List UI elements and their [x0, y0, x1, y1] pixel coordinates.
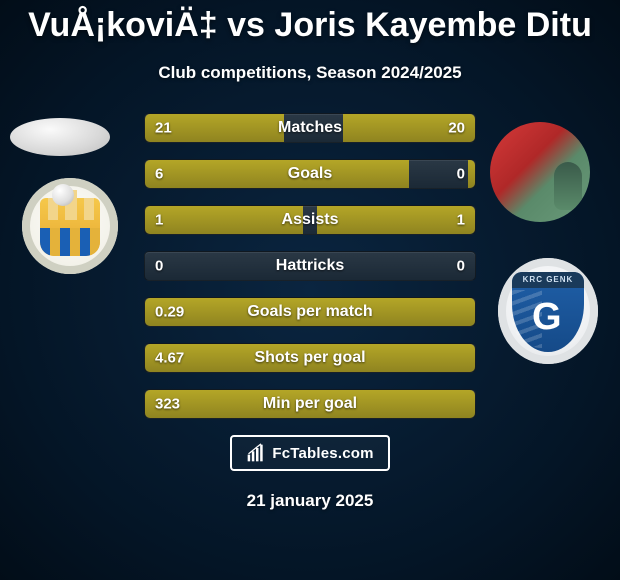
page-subtitle: Club competitions, Season 2024/2025 — [0, 63, 620, 83]
page-title: VuÅ¡koviÄ‡ vs Joris Kayembe Ditu — [0, 0, 620, 45]
stat-value-left: 323 — [155, 396, 180, 413]
stat-value-left: 0 — [155, 258, 163, 275]
stat-value-right: 0 — [457, 166, 465, 183]
stat-label: Assists — [282, 211, 339, 229]
stat-value-right: 0 — [457, 258, 465, 275]
stat-row: 323 Min per goal — [144, 389, 476, 419]
stat-value-left: 4.67 — [155, 350, 184, 367]
stat-row: 0 0 Hattricks — [144, 251, 476, 281]
stat-value-right: 1 — [457, 212, 465, 229]
stat-label: Hattricks — [276, 257, 344, 275]
brand-badge: FcTables.com — [230, 435, 390, 471]
stat-row: 1 1 Assists — [144, 205, 476, 235]
stat-value-left: 21 — [155, 120, 172, 137]
stat-label: Matches — [278, 119, 342, 137]
stat-label: Shots per goal — [254, 349, 365, 367]
stat-label: Goals per match — [247, 303, 372, 321]
stat-row: 6 0 Goals — [144, 159, 476, 189]
stat-row: 21 20 Matches — [144, 113, 476, 143]
stat-value-left: 6 — [155, 166, 163, 183]
stat-row: 4.67 Shots per goal — [144, 343, 476, 373]
comparison-chart: 21 20 Matches 6 0 Goals 1 1 Assists 0 0 Hattricks 0.… — [0, 113, 620, 419]
stat-value-right: 20 — [448, 120, 465, 137]
brand-text: FcTables.com — [272, 445, 373, 462]
stat-value-left: 0.29 — [155, 304, 184, 321]
stat-label: Min per goal — [263, 395, 357, 413]
snapshot-date: 21 january 2025 — [0, 491, 620, 511]
stat-row: 0.29 Goals per match — [144, 297, 476, 327]
stat-label: Goals — [288, 165, 332, 183]
stat-value-left: 1 — [155, 212, 163, 229]
bars-icon — [246, 443, 266, 463]
